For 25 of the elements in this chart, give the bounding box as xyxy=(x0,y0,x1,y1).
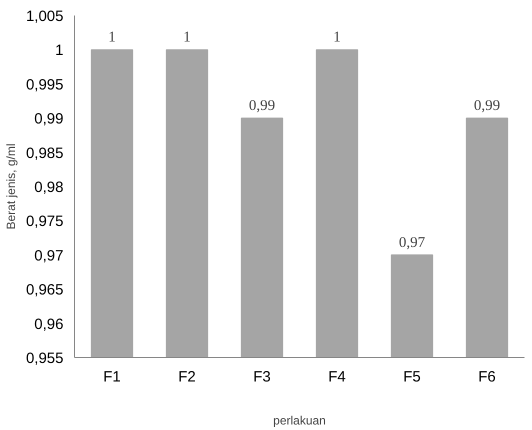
y-tick-label: 0,995 xyxy=(26,76,64,94)
data-label: 0,97 xyxy=(398,234,426,251)
y-tick-label: 0,955 xyxy=(26,350,64,367)
x-axis-title: perlakuan xyxy=(273,414,326,428)
data-label: 0,99 xyxy=(474,98,500,114)
y-tick-label: 0,985 xyxy=(26,144,64,162)
y-tick-label: 1,005 xyxy=(26,8,64,25)
y-tick-label: 0,98 xyxy=(34,179,64,196)
data-label: 0,99 xyxy=(248,98,276,114)
y-axis-title: Berat jenis, g/ml xyxy=(4,143,18,230)
x-tick-label: F2 xyxy=(178,368,196,386)
x-tick-label: F1 xyxy=(103,368,121,386)
y-tick-label: 0,975 xyxy=(26,213,64,230)
x-tick-label: F5 xyxy=(403,368,421,386)
x-tick-label: F6 xyxy=(478,368,496,386)
y-tick-label: 0,965 xyxy=(26,282,64,299)
y-tick-label: 1 xyxy=(55,42,64,60)
x-tick-label: F3 xyxy=(253,368,271,386)
y-tick-label: 0,99 xyxy=(34,110,64,128)
data-label: 1 xyxy=(333,30,341,46)
x-tick-label: F4 xyxy=(328,368,346,386)
y-tick-label: 0,96 xyxy=(34,316,64,333)
data-label: 1 xyxy=(108,30,116,46)
y-tick-label: 0,97 xyxy=(34,247,64,264)
data-label: 1 xyxy=(183,30,191,46)
